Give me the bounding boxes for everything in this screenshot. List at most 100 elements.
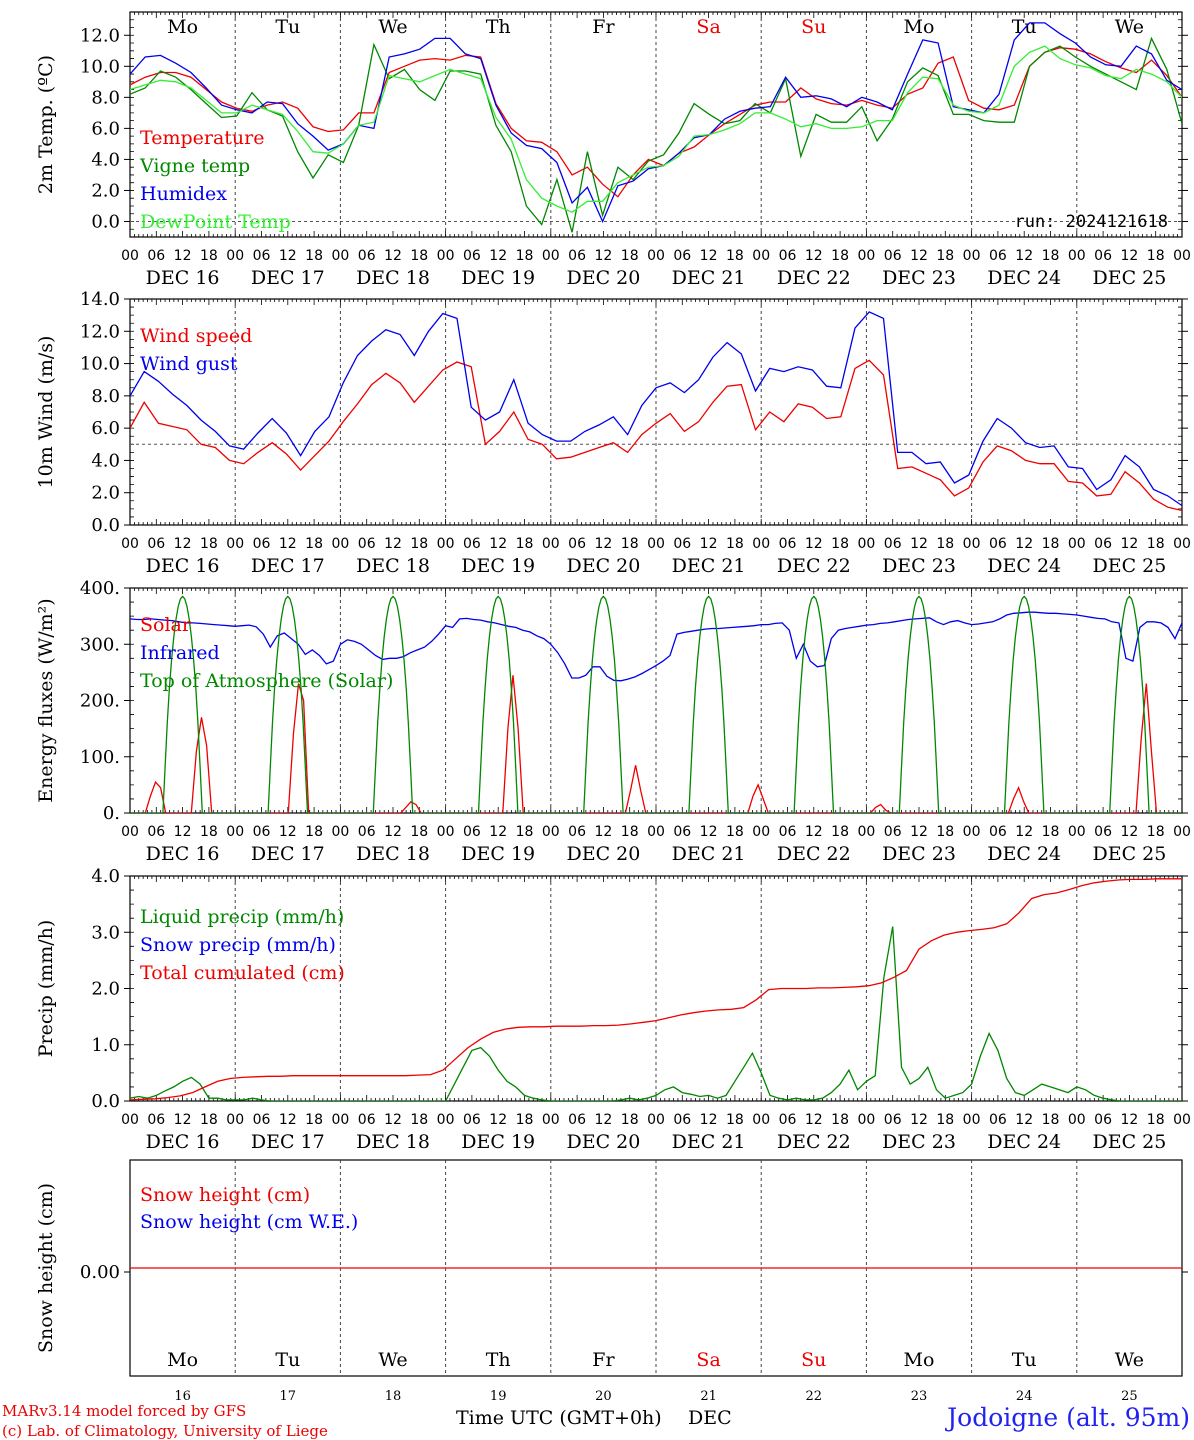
hour-tick-label: 00 [437,248,455,264]
series-line-2 [130,311,1182,507]
hour-tick-label: 18 [1147,824,1165,840]
series-line-1 [130,926,1182,1101]
y-axis-title: Precip (mm/h) [35,920,57,1058]
date-label: DEC 21 [672,555,746,577]
hour-tick-label: 00 [963,1112,981,1128]
weekday-label: Th [486,1349,511,1371]
hour-tick-label: 06 [463,824,481,840]
hour-tick-label: 06 [568,824,586,840]
hour-tick-label: 00 [1173,248,1191,264]
date-label: DEC 18 [356,267,430,289]
day-number-label: 21 [700,1389,717,1404]
weekday-label: We [1115,1349,1144,1371]
date-label: DEC 17 [251,555,325,577]
y-tick-label: 0.0 [91,1091,120,1112]
y-tick-label: 0.00 [80,1262,120,1283]
hour-tick-label: 00 [752,536,770,552]
weekday-label: We [1115,16,1144,38]
legend-entry: DewPoint Temp [140,211,291,233]
y-tick-label: 0.0 [91,515,120,536]
hour-tick-label: 18 [621,536,639,552]
hour-tick-label: 18 [1042,824,1060,840]
hour-tick-label: 12 [910,1112,928,1128]
hour-tick-label: 06 [568,1112,586,1128]
day-number-label: 23 [911,1389,928,1404]
hour-tick-label: 12 [594,824,612,840]
y-tick-label: 3.0 [91,922,120,943]
weekday-label: Th [486,16,511,38]
panel-frame [129,587,1183,814]
hour-tick-label: 00 [647,248,665,264]
hour-tick-label: 00 [121,536,139,552]
hour-tick-label: 18 [305,1112,323,1128]
legend-entry: Temperature [140,127,264,149]
y-tick-label: 6.0 [91,118,120,139]
hour-tick-label: 00 [437,536,455,552]
legend-entry: Wind gust [140,353,238,375]
legend-entry: Vigne temp [139,155,250,177]
hour-tick-label: 06 [779,824,797,840]
date-label: DEC 20 [566,843,640,865]
hour-tick-label: 06 [673,536,691,552]
hour-tick-label: 12 [489,1112,507,1128]
legend-entry: Infrared [140,642,220,664]
hour-tick-label: 00 [121,248,139,264]
hour-tick-label: 12 [700,248,718,264]
hour-tick-label: 00 [121,1112,139,1128]
hour-tick-label: 06 [463,1112,481,1128]
date-label: DEC 16 [146,267,220,289]
hour-tick-label: 00 [752,1112,770,1128]
y-tick-label: 4.0 [91,450,120,471]
hour-tick-label: 06 [884,824,902,840]
y-axis-title: 2m Temp. (ºC) [35,55,57,194]
y-tick-label: 2.0 [91,483,120,504]
y-tick-label: 14.0 [80,289,120,310]
y-minor-ticks [130,298,1182,526]
hour-tick-label: 18 [1042,248,1060,264]
hour-tick-label: 18 [1147,248,1165,264]
hour-tick-label: 06 [253,1112,271,1128]
y-minor-ticks [130,11,1182,238]
y-tick-label: 0. [103,803,120,824]
legend-entry: Total cumulated (cm) [140,962,345,984]
hour-tick-label: 00 [1173,536,1191,552]
x-axis-month: DEC [688,1407,732,1429]
day-number-label: 22 [806,1389,823,1404]
y-tick-label: 4.0 [91,149,120,170]
y-tick-label: 300. [80,634,120,655]
station-label: Jodoigne (alt. 95m) [944,1403,1190,1432]
hour-tick-label: 18 [516,1112,534,1128]
legend-entry: Liquid precip (mm/h) [140,906,344,928]
series-line-1 [130,359,1182,512]
hour-tick-label: 00 [542,536,560,552]
hour-tick-label: 06 [568,536,586,552]
day-number-label: 25 [1121,1389,1138,1404]
weekday-label: Mo [904,16,935,38]
hour-tick-label: 06 [989,248,1007,264]
hour-tick-label: 18 [305,536,323,552]
hour-tick-label: 06 [358,248,376,264]
day-number-label: 20 [595,1389,612,1404]
weekday-label: Tu [275,16,300,38]
hour-tick-label: 00 [1068,536,1086,552]
weekday-label: We [378,1349,407,1371]
hour-tick-label: 00 [647,536,665,552]
date-label: DEC 22 [777,1131,851,1153]
hour-tick-label: 12 [279,1112,297,1128]
series-line-1 [130,47,1182,198]
hour-tick-label: 18 [831,248,849,264]
legend-entry: Snow height (cm) [140,1184,310,1206]
hour-tick-label: 18 [410,248,428,264]
day-number-label: 17 [280,1389,297,1404]
hour-tick-label: 00 [226,1112,244,1128]
hour-tick-label: 06 [1094,824,1112,840]
hour-tick-label: 12 [1015,248,1033,264]
hour-tick-label: 06 [989,536,1007,552]
hour-tick-label: 06 [463,248,481,264]
hour-tick-label: 12 [1015,536,1033,552]
day-number-label: 19 [490,1389,507,1404]
hour-tick-label: 06 [673,1112,691,1128]
series-line-4 [130,45,1182,213]
hour-tick-label: 06 [358,536,376,552]
weekday-label: Sa [696,16,720,38]
